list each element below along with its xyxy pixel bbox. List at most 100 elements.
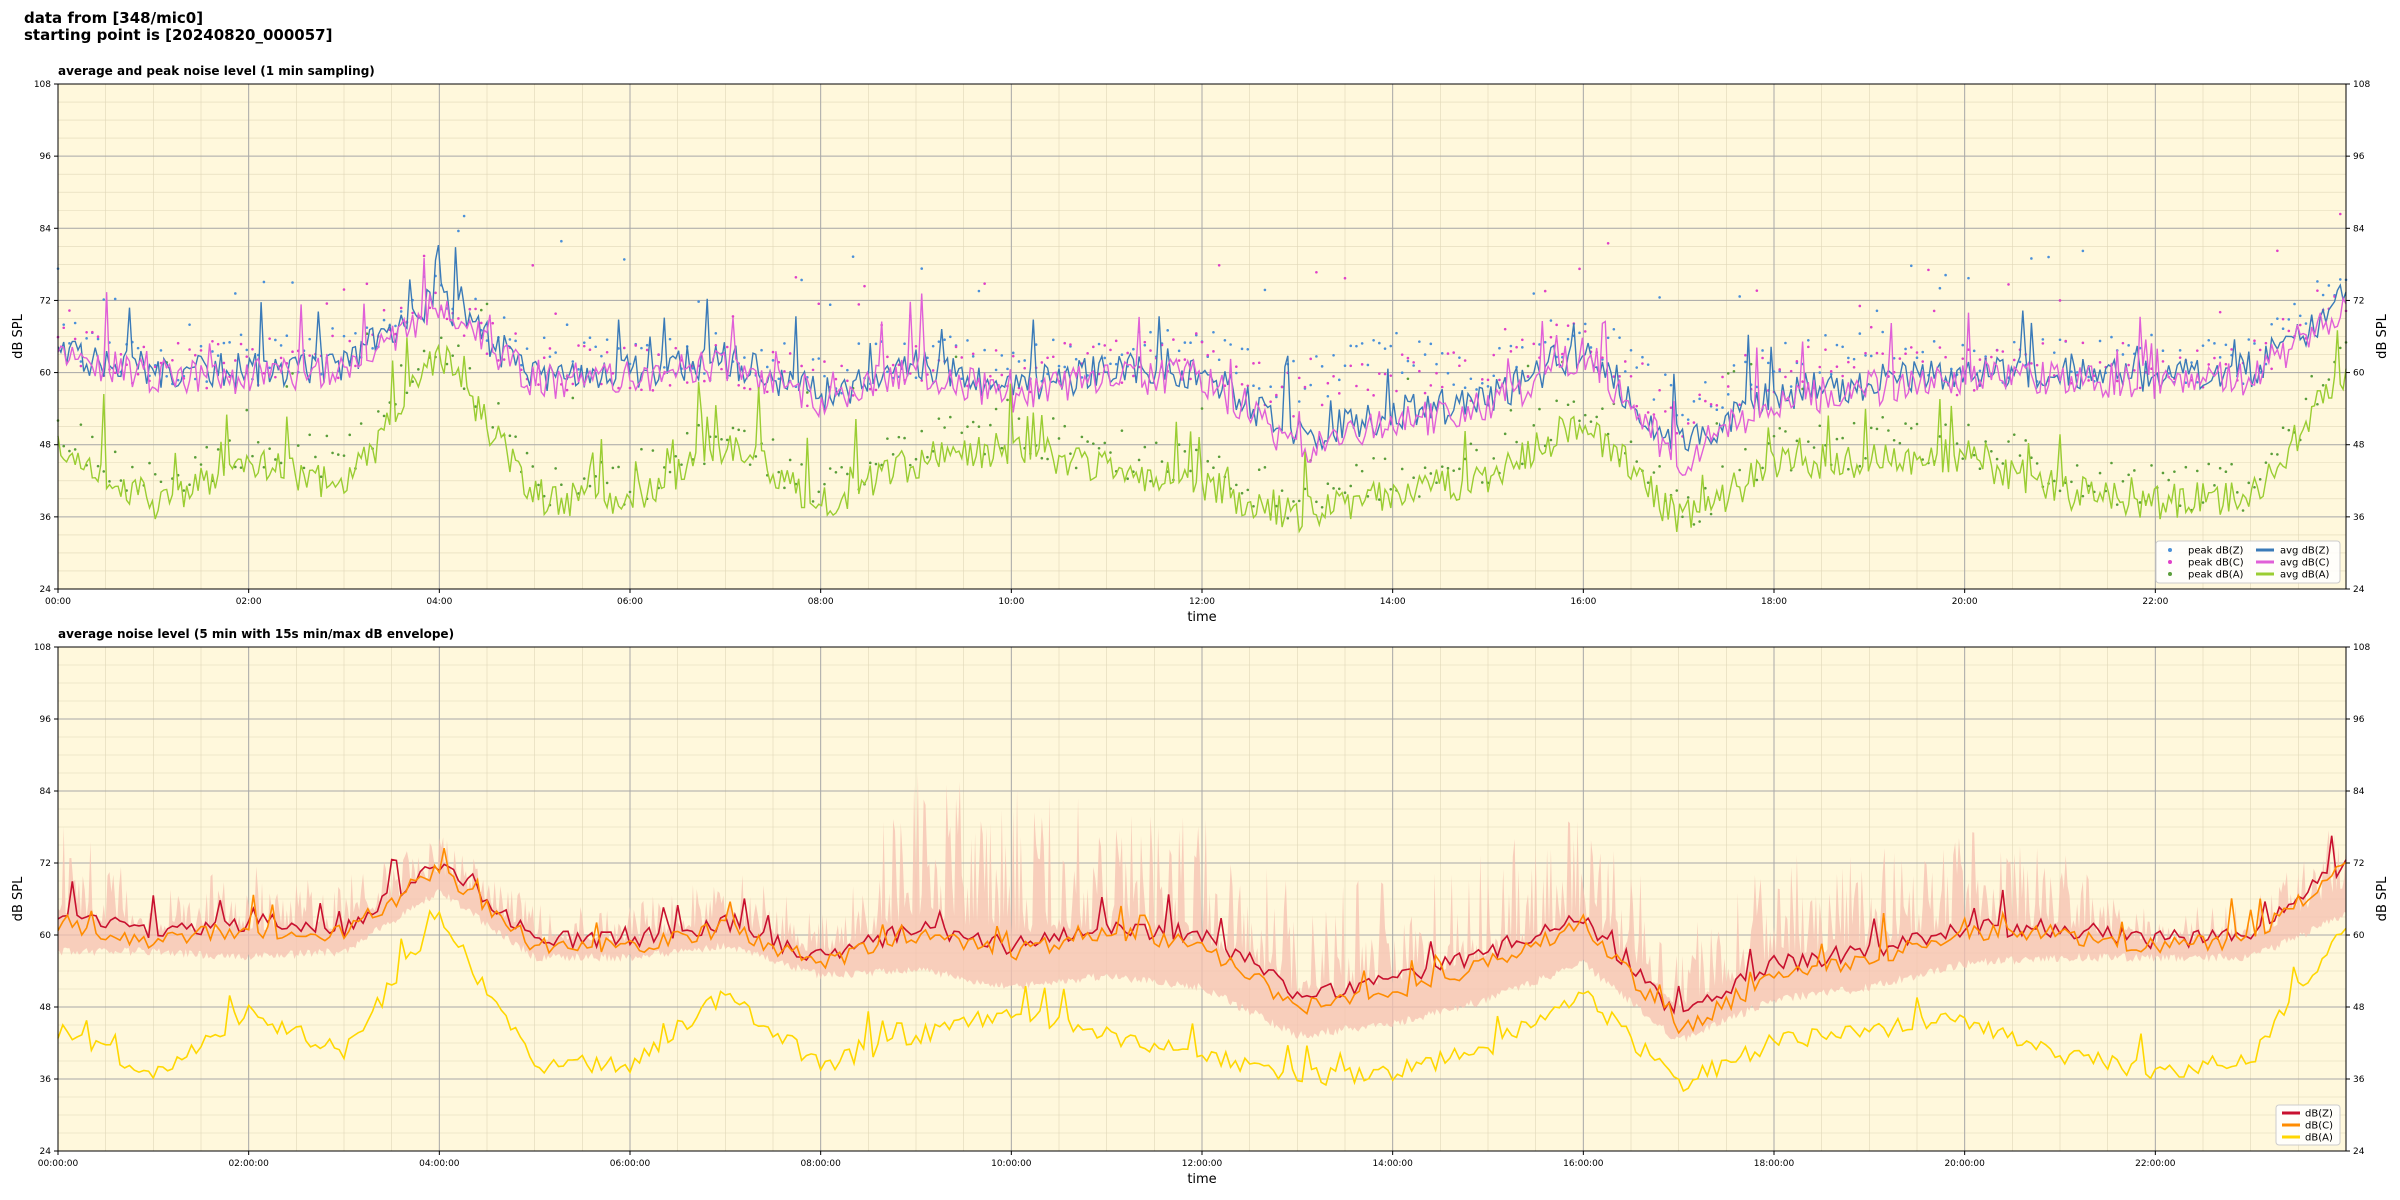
data-point — [1292, 359, 1295, 363]
data-point — [1275, 395, 1278, 399]
data-point — [520, 368, 523, 372]
data-point — [554, 312, 557, 315]
data-point — [2098, 361, 2102, 364]
data-point — [2264, 362, 2268, 366]
y-axis-label-right: dB SPL — [2375, 876, 2390, 921]
data-point — [2316, 289, 2319, 292]
data-point — [314, 455, 317, 459]
data-point — [268, 366, 271, 370]
data-point — [531, 465, 535, 468]
data-point — [1972, 453, 1976, 457]
data-point — [422, 254, 426, 258]
data-point — [1252, 384, 1255, 388]
data-point — [1824, 333, 1827, 337]
data-point — [1749, 362, 1753, 366]
data-point — [520, 363, 523, 367]
data-point — [1263, 288, 1267, 292]
ytick-label-left: 24 — [40, 1147, 52, 1157]
data-point — [834, 470, 838, 474]
data-point — [1200, 340, 1204, 344]
x-axis-label: time — [1187, 1172, 1216, 1187]
data-point — [1835, 365, 1839, 368]
data-point — [1623, 360, 1627, 363]
data-point — [1818, 424, 1822, 428]
data-point — [783, 342, 786, 345]
ytick-label-right: 96 — [2353, 152, 2365, 162]
data-point — [176, 378, 180, 382]
data-point — [2030, 362, 2033, 365]
data-point — [234, 359, 237, 362]
data-point — [199, 463, 203, 466]
data-point — [1480, 481, 1484, 484]
data-point — [1978, 369, 1982, 373]
data-point — [2258, 477, 2262, 481]
data-point — [491, 426, 495, 429]
data-point — [2030, 257, 2033, 260]
data-point — [216, 354, 220, 357]
data-point — [1972, 389, 1976, 392]
data-point — [2207, 338, 2211, 342]
data-point — [1480, 378, 1484, 381]
data-point — [2093, 374, 2096, 378]
data-point — [1492, 353, 1496, 357]
data-point — [748, 387, 752, 391]
data-point — [971, 352, 975, 356]
data-point — [2304, 322, 2308, 325]
data-point — [1881, 330, 1884, 334]
data-point — [1726, 393, 1730, 396]
data-point — [1726, 385, 1730, 388]
data-point — [2270, 452, 2273, 456]
data-point — [1051, 355, 1055, 359]
data-point — [823, 482, 826, 486]
data-point — [531, 264, 535, 267]
data-point — [2007, 283, 2010, 286]
data-point — [2127, 363, 2130, 367]
data-point — [1875, 309, 1879, 313]
data-point — [1629, 348, 1633, 352]
data-point — [2041, 338, 2045, 341]
data-point — [1189, 377, 1192, 381]
data-point — [1721, 375, 1724, 379]
data-point — [1978, 358, 1982, 361]
data-point — [1418, 495, 1421, 498]
data-point — [2236, 491, 2239, 494]
data-point — [1841, 436, 1844, 440]
data-point — [239, 333, 243, 337]
data-point — [1463, 386, 1467, 389]
legend-label: peak dB(C) — [2188, 558, 2244, 569]
data-point — [1841, 345, 1844, 349]
data-point — [1378, 341, 1381, 345]
data-point — [703, 379, 706, 383]
data-point — [1257, 468, 1261, 472]
data-point — [1480, 382, 1484, 385]
legend-marker — [2168, 572, 2172, 576]
data-point — [605, 481, 609, 485]
data-point — [508, 434, 512, 438]
data-point — [474, 307, 477, 311]
data-point — [1898, 357, 1902, 360]
data-point — [640, 447, 643, 451]
data-point — [1595, 415, 1598, 419]
data-point — [1160, 460, 1164, 463]
data-point — [846, 472, 849, 476]
data-point — [1950, 367, 1953, 371]
data-point — [903, 342, 906, 346]
data-point — [1383, 457, 1387, 461]
data-point — [1303, 487, 1307, 491]
data-point — [1795, 439, 1799, 443]
data-point — [1829, 372, 1833, 376]
data-point — [1486, 378, 1490, 382]
data-point — [2115, 503, 2119, 506]
data-point — [245, 408, 249, 412]
data-point — [331, 451, 334, 455]
data-point — [1166, 329, 1169, 332]
series-line — [57, 257, 2347, 476]
data-point — [422, 349, 426, 353]
data-point — [765, 390, 769, 394]
xtick-label: 02:00 — [236, 597, 262, 607]
data-point — [1149, 479, 1152, 483]
data-point — [1120, 429, 1124, 432]
data-point — [737, 428, 740, 432]
data-point — [1343, 364, 1347, 368]
data-point — [657, 353, 660, 356]
